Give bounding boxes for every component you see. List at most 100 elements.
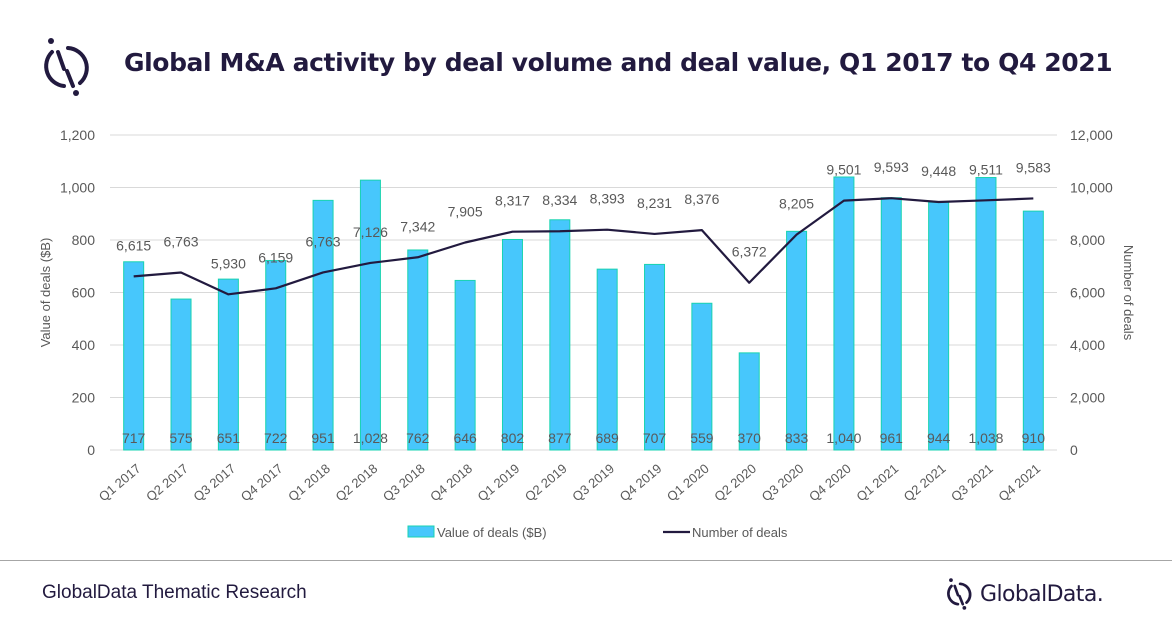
- x-tick-label: Q4 2017: [238, 461, 286, 505]
- y-tick-label-left: 1,200: [60, 127, 95, 143]
- line-data-label: 8,393: [590, 191, 625, 207]
- bar-value-of-deals: [644, 263, 666, 451]
- bar-value-of-deals: [880, 197, 902, 451]
- line-data-label: 8,376: [684, 191, 719, 207]
- line-data-label: 9,583: [1016, 159, 1051, 175]
- legend-label-bar: Value of deals ($B): [437, 525, 547, 540]
- bar-value-of-deals: [549, 219, 571, 451]
- bar-data-label: 1,028: [353, 430, 388, 446]
- x-tick-label: Q3 2018: [380, 461, 428, 505]
- chart-title: Global M&A activity by deal volume and d…: [124, 48, 1113, 77]
- bar-value-of-deals: [359, 179, 381, 451]
- y-tick-label-right: 8,000: [1070, 232, 1105, 248]
- line-data-label: 5,930: [211, 255, 246, 271]
- line-data-label: 7,905: [448, 203, 483, 219]
- x-tick-label: Q3 2020: [759, 461, 807, 505]
- x-tick-label: Q1 2020: [664, 461, 712, 505]
- x-tick-label: Q1 2017: [96, 461, 144, 505]
- y-tick-label-right: 2,000: [1070, 390, 1105, 406]
- y-tick-label-right: 12,000: [1070, 127, 1113, 143]
- x-tick-label: Q4 2021: [995, 461, 1043, 505]
- legend-label-line: Number of deals: [692, 525, 788, 540]
- line-data-label: 6,763: [306, 233, 341, 249]
- y-tick-label-right: 0: [1070, 442, 1078, 458]
- footer-brand-logo: GlobalData.: [944, 576, 1104, 612]
- bar-value-of-deals: [786, 230, 808, 451]
- x-tick-label: Q3 2017: [190, 461, 238, 505]
- footer-source: GlobalData Thematic Research: [42, 582, 307, 603]
- bar-data-label: 722: [264, 430, 288, 446]
- y-axis-title-left: Value of deals ($B): [38, 238, 53, 348]
- bar-data-label: 717: [122, 430, 146, 446]
- bar-data-label: 651: [217, 430, 241, 446]
- x-tick-label: Q3 2021: [948, 461, 996, 505]
- combo-chart: 0 200 400 600 800 1,000 1,200 0 2,000 4,000 6,000 8…: [38, 127, 1136, 540]
- bar-value-of-deals: [501, 238, 523, 451]
- line-data-label: 6,372: [732, 244, 767, 260]
- bar-data-label: 802: [501, 430, 525, 446]
- bar-value-of-deals: [975, 177, 997, 451]
- line-data-label: 8,205: [779, 196, 814, 212]
- x-tick-label: Q1 2019: [475, 461, 523, 505]
- x-tick-label: Q2 2017: [143, 461, 191, 505]
- y-tick-label-right: 4,000: [1070, 337, 1105, 353]
- bar-value-of-deals: [407, 249, 429, 451]
- bar-data-label: 961: [880, 430, 904, 446]
- line-data-label: 9,448: [921, 163, 956, 179]
- y-tick-label-left: 200: [72, 390, 96, 406]
- bar-value-of-deals: [312, 199, 334, 451]
- bar-data-label: 762: [406, 430, 430, 446]
- globaldata-logo-icon: [947, 578, 972, 610]
- y-tick-label-left: 1,000: [60, 180, 95, 196]
- line-data-label: 9,511: [969, 161, 1003, 177]
- chart-area: 0 200 400 600 800 1,000 1,200 0 2,000 4,000 6,000 8…: [0, 110, 1172, 550]
- x-tick-label: Q1 2021: [853, 461, 901, 505]
- bar-value-of-deals: [928, 201, 950, 451]
- bar-value-of-deals: [265, 259, 287, 451]
- line-data-label: 7,342: [400, 218, 435, 234]
- bar-value-of-deals: [123, 261, 145, 451]
- line-data-label: 9,593: [874, 159, 909, 175]
- bar-value-of-deals: [1022, 210, 1044, 451]
- line-data-label: 6,159: [258, 249, 293, 265]
- bar-data-label: 1,038: [968, 430, 1003, 446]
- x-tick-label: Q4 2019: [617, 461, 665, 505]
- line-data-label: 8,334: [542, 192, 577, 208]
- y-axis-title-right: Number of deals: [1121, 245, 1136, 341]
- footer-brand-name: GlobalData.: [980, 581, 1104, 607]
- line-data-label: 9,501: [826, 162, 861, 178]
- bar-value-of-deals: [691, 302, 713, 451]
- line-data-label: 8,231: [637, 195, 672, 211]
- bar-data-label: 951: [311, 430, 335, 446]
- x-tick-label: Q3 2019: [569, 461, 617, 505]
- y-tick-label-left: 0: [87, 442, 95, 458]
- footer-divider: [0, 560, 1172, 561]
- line-number-of-deals: [133, 197, 1034, 296]
- globaldata-logo-icon: [44, 38, 89, 96]
- y-tick-label-left: 800: [72, 232, 96, 248]
- bar-data-label: 370: [738, 430, 762, 446]
- bar-value-of-deals: [596, 268, 618, 451]
- line-data-label: 7,126: [353, 224, 388, 240]
- bar-value-of-deals: [833, 176, 855, 451]
- header: Global M&A activity by deal volume and d…: [0, 0, 1172, 120]
- y-tick-label-left: 400: [72, 337, 96, 353]
- bar-data-label: 707: [643, 430, 667, 446]
- x-tick-label: Q2 2020: [711, 461, 759, 505]
- bar-data-label: 833: [785, 430, 809, 446]
- line-data-label: 8,317: [495, 193, 530, 209]
- bar-value-of-deals: [217, 278, 239, 451]
- line-data-label: 6,763: [164, 233, 199, 249]
- x-tick-label: Q2 2018: [333, 461, 381, 505]
- x-tick-label: Q4 2018: [427, 461, 475, 505]
- y-tick-label-left: 600: [72, 285, 96, 301]
- x-tick-label: Q4 2020: [806, 461, 854, 505]
- bar-data-label: 559: [690, 430, 714, 446]
- bar-data-label: 689: [595, 430, 619, 446]
- x-tick-label: Q2 2021: [901, 461, 949, 505]
- y-tick-label-right: 10,000: [1070, 180, 1113, 196]
- bar-data-label: 944: [927, 430, 951, 446]
- bar-data-label: 910: [1022, 430, 1046, 446]
- x-tick-label: Q2 2019: [522, 461, 570, 505]
- bar-value-of-deals: [170, 298, 192, 451]
